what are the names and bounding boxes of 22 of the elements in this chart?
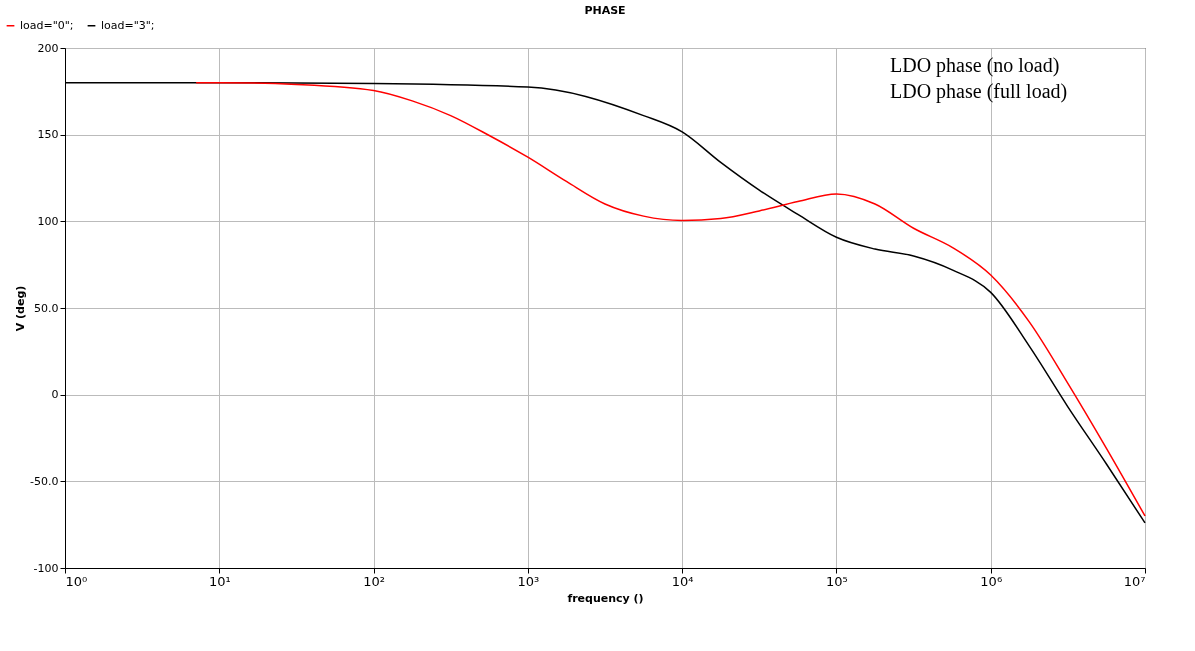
x-tick-label: 10⁵ bbox=[826, 573, 848, 589]
y-tick-label: 150 bbox=[37, 128, 59, 142]
x-tick-label: 10⁷ bbox=[1123, 573, 1146, 589]
y-tick-label: 200 bbox=[37, 41, 59, 55]
annotation: LDO phase (full load) bbox=[890, 80, 1068, 103]
y-tick-label: -100 bbox=[33, 561, 59, 575]
y-tick-label: 50.0 bbox=[34, 301, 59, 315]
chart-title: PHASE bbox=[584, 4, 626, 17]
y-tick-label: 100 bbox=[37, 214, 59, 228]
x-tick-label: 10⁰ bbox=[65, 573, 88, 589]
y-axis-title: V (deg) bbox=[14, 285, 28, 332]
y-tick-label: 0 bbox=[51, 388, 59, 402]
x-tick-label: 10² bbox=[363, 573, 385, 589]
x-axis-title: frequency () bbox=[567, 591, 644, 605]
x-tick-label: 10⁴ bbox=[671, 573, 694, 589]
legend-label: load="0"; bbox=[20, 18, 74, 32]
annotation: LDO phase (no load) bbox=[890, 54, 1060, 77]
x-tick-label: 10³ bbox=[517, 573, 540, 589]
y-tick-label: -50.0 bbox=[30, 474, 59, 488]
x-tick-label: 10¹ bbox=[208, 573, 231, 589]
legend-label: load="3"; bbox=[101, 18, 155, 32]
x-tick-label: 10⁶ bbox=[980, 573, 1003, 589]
